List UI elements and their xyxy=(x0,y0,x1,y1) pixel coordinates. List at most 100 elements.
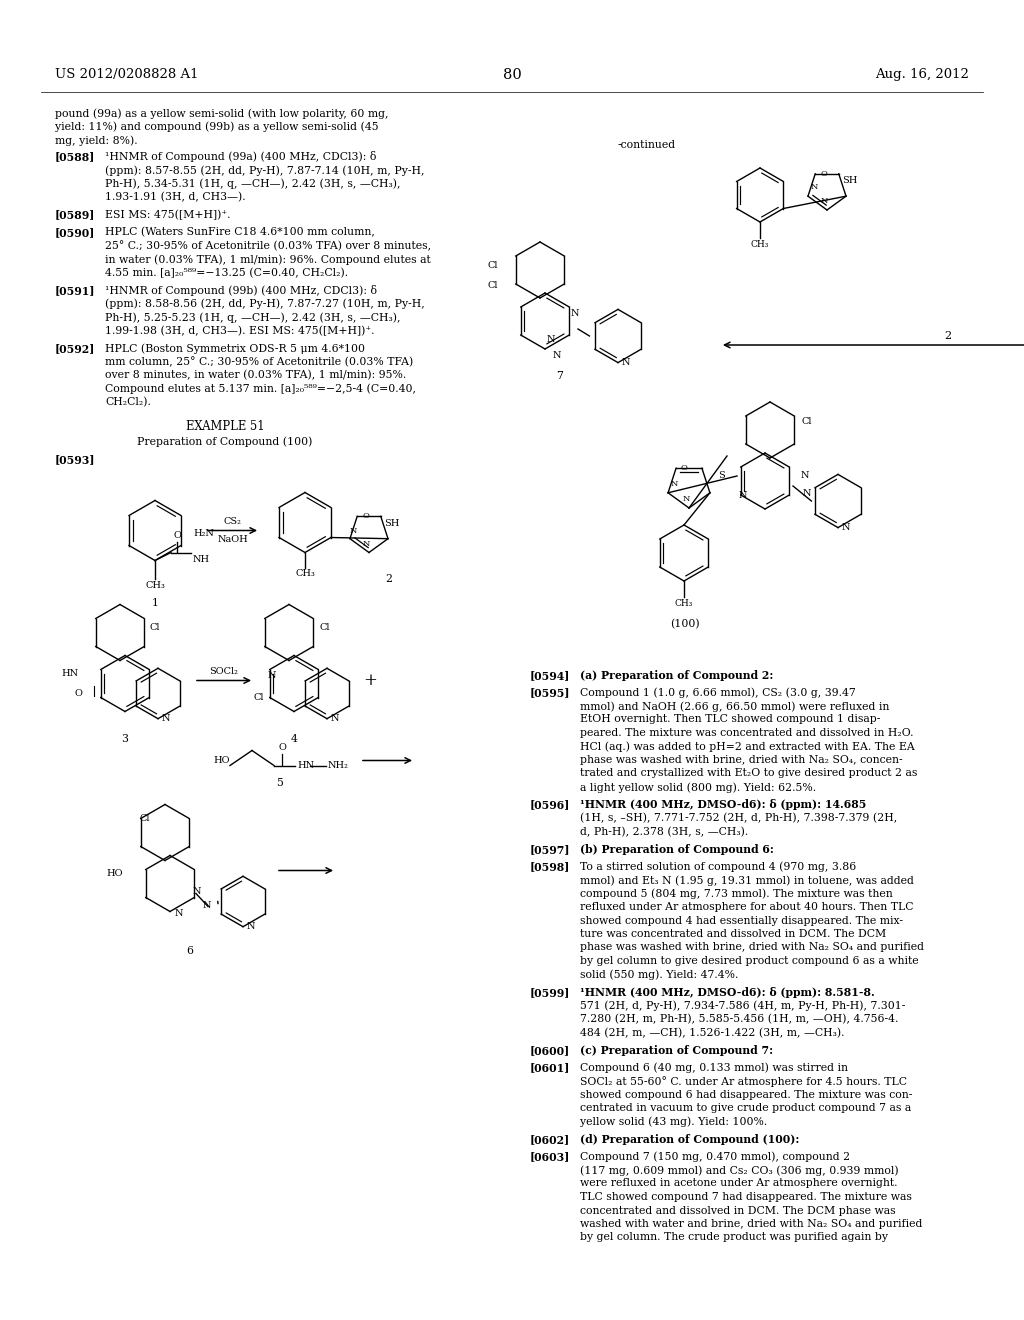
Text: 2: 2 xyxy=(385,574,392,585)
Text: N: N xyxy=(203,902,212,909)
Text: Cl: Cl xyxy=(487,281,498,289)
Text: [0601]: [0601] xyxy=(530,1063,570,1073)
Text: by gel column to give desired product compound 6 as a white: by gel column to give desired product co… xyxy=(580,956,919,966)
Text: d, Ph-H), 2.378 (3H, s, —CH₃).: d, Ph-H), 2.378 (3H, s, —CH₃). xyxy=(580,826,749,837)
Text: 7.280 (2H, m, Ph-H), 5.585-5.456 (1H, m, —OH), 4.756-4.: 7.280 (2H, m, Ph-H), 5.585-5.456 (1H, m,… xyxy=(580,1014,898,1024)
Text: N: N xyxy=(175,909,183,917)
Text: Ph-H), 5.34-5.31 (1H, q, —CH—), 2.42 (3H, s, —CH₃),: Ph-H), 5.34-5.31 (1H, q, —CH—), 2.42 (3H… xyxy=(105,178,400,189)
Text: mmol) and NaOH (2.66 g, 66.50 mmol) were refluxed in: mmol) and NaOH (2.66 g, 66.50 mmol) were… xyxy=(580,701,890,711)
Text: CH₃: CH₃ xyxy=(675,599,693,609)
Text: N: N xyxy=(622,358,631,367)
Text: CH₃: CH₃ xyxy=(295,569,315,578)
Text: (1H, s, –SH), 7.771-7.752 (2H, d, Ph-H), 7.398-7.379 (2H,: (1H, s, –SH), 7.771-7.752 (2H, d, Ph-H),… xyxy=(580,813,897,824)
Text: [0597]: [0597] xyxy=(530,843,570,855)
Text: S: S xyxy=(718,471,725,480)
Text: Cl: Cl xyxy=(254,693,264,702)
Text: yield: 11%) and compound (99b) as a yellow semi-solid (45: yield: 11%) and compound (99b) as a yell… xyxy=(55,121,379,132)
Text: Ph-H), 5.25-5.23 (1H, q, —CH—), 2.42 (3H, s, —CH₃),: Ph-H), 5.25-5.23 (1H, q, —CH—), 2.42 (3H… xyxy=(105,312,400,322)
Text: US 2012/0208828 A1: US 2012/0208828 A1 xyxy=(55,69,199,81)
Text: ¹HNMR (400 MHz, DMSO-d6): δ (ppm): 8.581-8.: ¹HNMR (400 MHz, DMSO-d6): δ (ppm): 8.581… xyxy=(580,987,874,998)
Text: Cl: Cl xyxy=(139,814,150,822)
Text: SH: SH xyxy=(384,519,399,528)
Text: O: O xyxy=(279,742,286,751)
Text: Compound elutes at 5.137 min. [a]₂₀⁵⁸⁹=−2,5-4 (C=0.40,: Compound elutes at 5.137 min. [a]₂₀⁵⁸⁹=−… xyxy=(105,384,416,395)
Text: in water (0.03% TFA), 1 ml/min): 96%. Compound elutes at: in water (0.03% TFA), 1 ml/min): 96%. Co… xyxy=(105,253,431,264)
Text: showed compound 4 had essentially disappeared. The mix-: showed compound 4 had essentially disapp… xyxy=(580,916,903,925)
Text: (117 mg, 0.609 mmol) and Cs₂ CO₃ (306 mg, 0.939 mmol): (117 mg, 0.609 mmol) and Cs₂ CO₃ (306 mg… xyxy=(580,1166,899,1176)
Text: [0603]: [0603] xyxy=(530,1151,570,1163)
Text: yellow solid (43 mg). Yield: 100%.: yellow solid (43 mg). Yield: 100%. xyxy=(580,1117,767,1127)
Text: over 8 minutes, in water (0.03% TFA), 1 ml/min): 95%.: over 8 minutes, in water (0.03% TFA), 1 … xyxy=(105,370,407,380)
Text: CS₂: CS₂ xyxy=(223,517,242,527)
Text: SOCl₂ at 55-60° C. under Ar atmosphere for 4.5 hours. TLC: SOCl₂ at 55-60° C. under Ar atmosphere f… xyxy=(580,1076,907,1086)
Text: N: N xyxy=(547,334,555,343)
Text: (c) Preparation of Compound 7:: (c) Preparation of Compound 7: xyxy=(580,1045,773,1056)
Text: mm column, 25° C.; 30-95% of Acetonitrile (0.03% TFA): mm column, 25° C.; 30-95% of Acetonitril… xyxy=(105,356,414,367)
Text: solid (550 mg). Yield: 47.4%.: solid (550 mg). Yield: 47.4%. xyxy=(580,969,738,979)
Text: (ppm): 8.58-8.56 (2H, dd, Py-H), 7.87-7.27 (10H, m, Py-H,: (ppm): 8.58-8.56 (2H, dd, Py-H), 7.87-7.… xyxy=(105,298,425,309)
Text: N: N xyxy=(571,309,580,318)
Text: N: N xyxy=(268,671,276,680)
Text: HO: HO xyxy=(213,756,230,766)
Text: O: O xyxy=(680,465,687,473)
Text: CH₃: CH₃ xyxy=(751,240,769,249)
Text: (a) Preparation of Compound 2:: (a) Preparation of Compound 2: xyxy=(580,671,773,681)
Text: ¹HNMR (400 MHz, DMSO-d6): δ (ppm): 14.685: ¹HNMR (400 MHz, DMSO-d6): δ (ppm): 14.68… xyxy=(580,800,866,810)
Text: N: N xyxy=(811,183,818,191)
Text: [0590]: [0590] xyxy=(55,227,95,238)
Text: by gel column. The crude product was purified again by: by gel column. The crude product was pur… xyxy=(580,1233,888,1242)
Text: [0595]: [0595] xyxy=(530,688,570,698)
Text: [0602]: [0602] xyxy=(530,1134,570,1144)
Text: [0598]: [0598] xyxy=(530,862,570,873)
Text: [0589]: [0589] xyxy=(55,210,95,220)
Text: [0588]: [0588] xyxy=(55,152,95,162)
Text: 80: 80 xyxy=(503,69,521,82)
Text: 3: 3 xyxy=(122,734,128,743)
Text: (100): (100) xyxy=(670,619,699,630)
Text: SH: SH xyxy=(842,176,857,185)
Text: N: N xyxy=(803,488,811,498)
Text: ¹HNMR of Compound (99b) (400 MHz, CDCl3): δ: ¹HNMR of Compound (99b) (400 MHz, CDCl3)… xyxy=(105,285,377,296)
Text: 571 (2H, d, Py-H), 7.934-7.586 (4H, m, Py-H, Ph-H), 7.301-: 571 (2H, d, Py-H), 7.934-7.586 (4H, m, P… xyxy=(580,1001,905,1011)
Text: Compound 6 (40 mg, 0.133 mmol) was stirred in: Compound 6 (40 mg, 0.133 mmol) was stirr… xyxy=(580,1063,848,1073)
Text: Cl: Cl xyxy=(487,260,498,269)
Text: mg, yield: 8%).: mg, yield: 8%). xyxy=(55,135,137,145)
Text: To a stirred solution of compound 4 (970 mg, 3.86: To a stirred solution of compound 4 (970… xyxy=(580,862,856,873)
Text: N: N xyxy=(682,495,690,503)
Text: [0599]: [0599] xyxy=(530,987,570,998)
Text: CH₂Cl₂).: CH₂Cl₂). xyxy=(105,397,151,408)
Text: (ppm): 8.57-8.55 (2H, dd, Py-H), 7.87-7.14 (10H, m, Py-H,: (ppm): 8.57-8.55 (2H, dd, Py-H), 7.87-7.… xyxy=(105,165,425,176)
Text: 1: 1 xyxy=(152,598,159,609)
Text: N: N xyxy=(671,479,679,488)
Text: N: N xyxy=(820,197,827,205)
Text: Compound 1 (1.0 g, 6.66 mmol), CS₂ (3.0 g, 39.47: Compound 1 (1.0 g, 6.66 mmol), CS₂ (3.0 … xyxy=(580,688,856,698)
Text: ture was concentrated and dissolved in DCM. The DCM: ture was concentrated and dissolved in D… xyxy=(580,929,886,939)
Text: Cl: Cl xyxy=(801,417,811,426)
Text: 5: 5 xyxy=(276,777,284,788)
Text: washed with water and brine, dried with Na₂ SO₄ and purified: washed with water and brine, dried with … xyxy=(580,1218,923,1229)
Text: phase was washed with brine, dried with Na₂ SO₄, concen-: phase was washed with brine, dried with … xyxy=(580,755,902,766)
Text: showed compound 6 had disappeared. The mixture was con-: showed compound 6 had disappeared. The m… xyxy=(580,1089,912,1100)
Text: 4.55 min. [a]₂₀⁵⁸⁹=−13.25 (C=0.40, CH₂Cl₂).: 4.55 min. [a]₂₀⁵⁸⁹=−13.25 (C=0.40, CH₂Cl… xyxy=(105,268,348,277)
Text: Cl: Cl xyxy=(150,623,161,632)
Text: NaOH: NaOH xyxy=(217,535,248,544)
Text: N: N xyxy=(801,471,810,480)
Text: 6: 6 xyxy=(186,946,194,957)
Text: NH: NH xyxy=(193,554,210,564)
Text: were refluxed in acetone under Ar atmosphere overnight.: were refluxed in acetone under Ar atmosp… xyxy=(580,1179,897,1188)
Text: [0593]: [0593] xyxy=(55,454,95,466)
Text: O: O xyxy=(820,170,827,178)
Text: Aug. 16, 2012: Aug. 16, 2012 xyxy=(876,69,969,81)
Text: CH₃: CH₃ xyxy=(145,581,165,590)
Text: peared. The mixture was concentrated and dissolved in H₂O.: peared. The mixture was concentrated and… xyxy=(580,729,913,738)
Text: N: N xyxy=(842,523,851,532)
Text: Preparation of Compound (100): Preparation of Compound (100) xyxy=(137,437,312,447)
Text: Compound 7 (150 mg, 0.470 mmol), compound 2: Compound 7 (150 mg, 0.470 mmol), compoun… xyxy=(580,1151,850,1162)
Text: HO: HO xyxy=(106,869,123,878)
Text: O: O xyxy=(362,512,369,520)
Text: HN: HN xyxy=(297,762,314,770)
Text: EXAMPLE 51: EXAMPLE 51 xyxy=(185,421,264,433)
Text: ESI MS: 475([M+H])⁺.: ESI MS: 475([M+H])⁺. xyxy=(105,210,230,220)
Text: [0600]: [0600] xyxy=(530,1045,570,1056)
Text: [0594]: [0594] xyxy=(530,671,570,681)
